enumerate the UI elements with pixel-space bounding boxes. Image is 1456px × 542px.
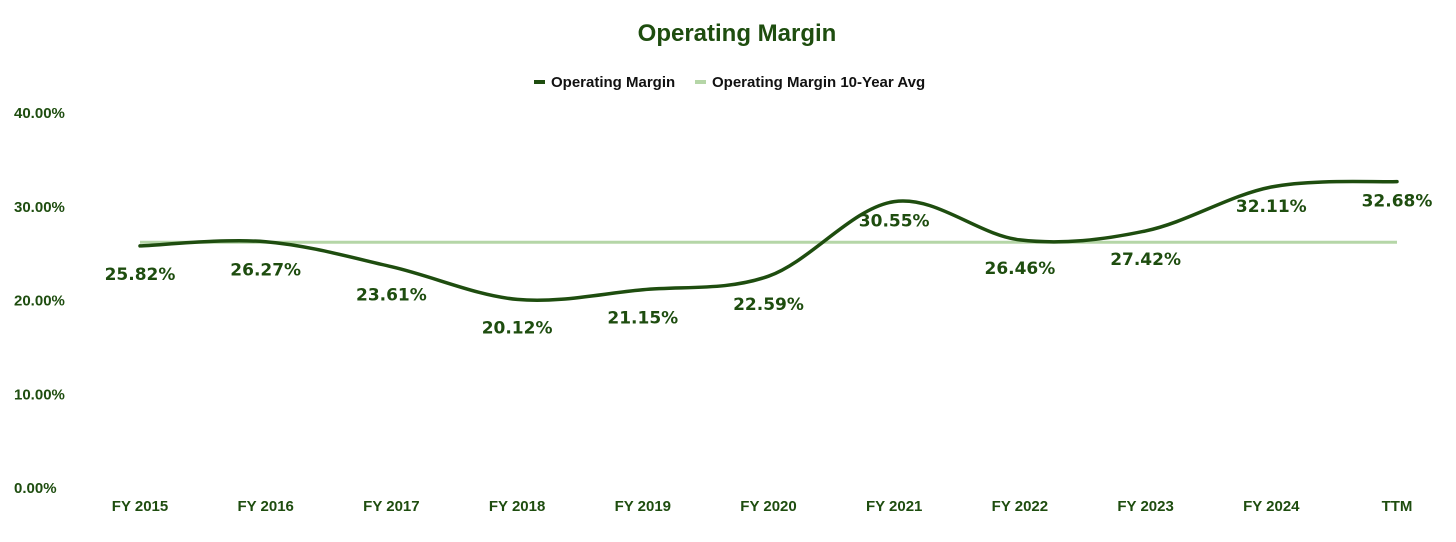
y-tick-label: 0.00%	[14, 480, 57, 497]
x-tick-label: TTM	[1382, 498, 1413, 515]
x-tick-label: FY 2024	[1243, 498, 1300, 515]
series-layer	[138, 179, 1399, 303]
data-label: 21.15%	[607, 309, 678, 329]
x-tick-label: FY 2017	[363, 498, 419, 515]
data-label: 26.27%	[230, 261, 301, 281]
data-label: 26.46%	[984, 259, 1055, 279]
x-tick-label: FY 2015	[112, 498, 168, 515]
y-tick-label: 20.00%	[14, 293, 65, 310]
x-tick-label: FY 2021	[866, 498, 922, 515]
legend: Operating Margin Operating Margin 10-Yea…	[534, 74, 925, 91]
operating-margin-line	[138, 179, 1399, 303]
legend-label-operating-margin: Operating Margin	[551, 74, 675, 91]
data-labels: 25.82% 26.27% 23.61% 20.12% 21.15% 22.59% 30.5…	[105, 192, 1433, 339]
data-label: 25.82%	[105, 265, 176, 285]
x-tick-label: FY 2019	[615, 498, 671, 515]
y-tick-label: 40.00%	[14, 105, 65, 122]
x-tick-label: FY 2018	[489, 498, 545, 515]
data-label: 27.42%	[1110, 250, 1181, 270]
data-label: 32.11%	[1236, 197, 1307, 217]
x-axis: FY 2015 FY 2016 FY 2017 FY 2018 FY 2019 FY 20…	[112, 498, 1413, 515]
data-label: 22.59%	[733, 295, 804, 315]
x-tick-label: FY 2022	[992, 498, 1048, 515]
chart-title: Operating Margin	[638, 20, 837, 47]
data-label: 32.68%	[1362, 192, 1433, 212]
legend-item-operating-margin[interactable]: Operating Margin	[534, 74, 675, 91]
y-tick-label: 10.00%	[14, 386, 65, 403]
data-label: 23.61%	[356, 286, 427, 306]
data-label: 20.12%	[482, 318, 553, 338]
data-label: 30.55%	[859, 212, 930, 232]
x-tick-label: FY 2023	[1117, 498, 1173, 515]
x-tick-label: FY 2020	[740, 498, 796, 515]
y-tick-label: 30.00%	[14, 199, 65, 216]
y-axis: 0.00% 10.00% 20.00% 30.00% 40.00%	[14, 105, 65, 497]
legend-item-10-year-avg[interactable]: Operating Margin 10-Year Avg	[695, 74, 925, 91]
legend-label-10-year-avg: Operating Margin 10-Year Avg	[712, 74, 925, 91]
x-tick-label: FY 2016	[237, 498, 293, 515]
